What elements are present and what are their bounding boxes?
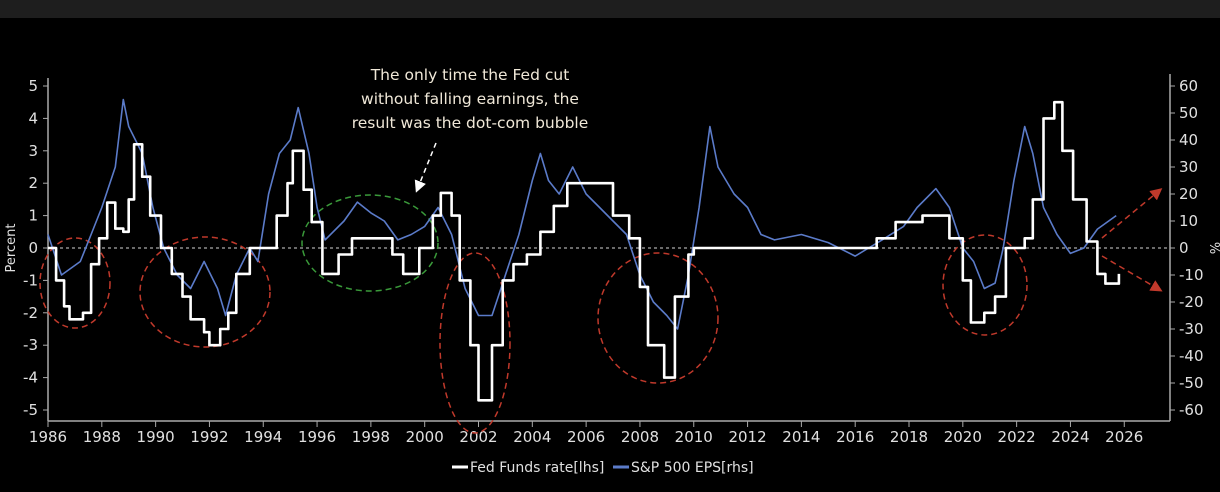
- y-tick-label: 2: [28, 174, 38, 192]
- x-tick-label: 2020: [944, 428, 982, 446]
- x-tick-label: 2026: [1105, 428, 1143, 446]
- x-tick-label: 1996: [298, 428, 336, 446]
- red-dashed-circle: [139, 236, 271, 348]
- x-tick-label: 1992: [190, 428, 228, 446]
- x-tick-label: 1988: [83, 428, 121, 446]
- y-right-tick-label: -60: [1179, 401, 1204, 419]
- x-tick-label: 1994: [244, 428, 282, 446]
- y-tick-label: -4: [23, 369, 38, 387]
- window-top-bar: [0, 0, 1220, 18]
- y-right-tick-label: -20: [1179, 293, 1204, 311]
- y-right-tick-label: 20: [1179, 185, 1198, 203]
- red-dashed-circle: [942, 234, 1028, 336]
- x-tick-label: 2024: [1051, 428, 1089, 446]
- legend-label-fed: Fed Funds rate[lhs]: [470, 460, 604, 476]
- x-tick-label: 2018: [890, 428, 928, 446]
- red-arrow-up: [1101, 188, 1163, 239]
- x-tick-label: 2022: [998, 428, 1036, 446]
- y-right-tick-label: 60: [1179, 77, 1198, 95]
- y-tick-label: 1: [28, 207, 38, 225]
- y-axis-label: Percent: [4, 224, 19, 273]
- y-right-tick-label: 10: [1179, 212, 1198, 230]
- red-dashed-circle: [39, 237, 111, 329]
- y-right-tick-label: 40: [1179, 131, 1198, 149]
- x-tick-label: 2016: [836, 428, 874, 446]
- x-tick-label: 2006: [567, 428, 605, 446]
- legend: Fed Funds rate[lhs] S&P 500 EPS[rhs]: [452, 460, 754, 476]
- legend-label-eps: S&P 500 EPS[rhs]: [631, 460, 754, 476]
- x-tick-label: 2014: [782, 428, 820, 446]
- x-tick-label: 1990: [137, 428, 175, 446]
- x-tick-label: 2008: [621, 428, 659, 446]
- y-axis-right-label: %: [1206, 242, 1220, 254]
- y-tick-label: -1: [23, 271, 38, 289]
- y-right-tick-label: 30: [1179, 158, 1198, 176]
- y-right-tick-label: -40: [1179, 347, 1204, 365]
- y-right-tick-label: 50: [1179, 104, 1198, 122]
- x-tick-label: 2000: [406, 428, 444, 446]
- y-tick-label: -2: [23, 304, 38, 322]
- x-tick-label: 1998: [352, 428, 390, 446]
- y-tick-label: -5: [23, 401, 38, 419]
- series-line-fed-funds: [48, 100, 1121, 402]
- y-right-tick-label: -30: [1179, 320, 1204, 338]
- green-dashed-circle: [301, 194, 439, 292]
- annotation-arrow: [414, 142, 437, 193]
- x-tick-label: 1986: [29, 428, 67, 446]
- x-tick-label: 2002: [459, 428, 497, 446]
- annotation-line-3: result was the dot-com bubble: [352, 114, 589, 132]
- y-tick-label: 5: [28, 77, 38, 95]
- red-dashed-circle: [439, 252, 511, 434]
- y-tick-label: 0: [28, 239, 38, 257]
- red-arrow-down: [1101, 255, 1163, 292]
- annotation-line-2: without falling earnings, the: [361, 90, 579, 108]
- x-tick-label: 2010: [675, 428, 713, 446]
- y-tick-label: -3: [23, 336, 38, 354]
- y-right-tick-label: -50: [1179, 374, 1204, 392]
- annotation-line-1: The only time the Fed cut: [370, 66, 570, 84]
- y-tick-label: 4: [28, 109, 38, 127]
- series-line-sp500-eps: [47, 98, 1117, 330]
- y-right-tick-label: -10: [1179, 266, 1204, 284]
- y-tick-label: 3: [28, 142, 38, 160]
- y-right-tick-label: 0: [1179, 239, 1189, 257]
- x-tick-label: 2004: [513, 428, 551, 446]
- red-dashed-circle: [597, 252, 719, 384]
- x-tick-label: 2012: [728, 428, 766, 446]
